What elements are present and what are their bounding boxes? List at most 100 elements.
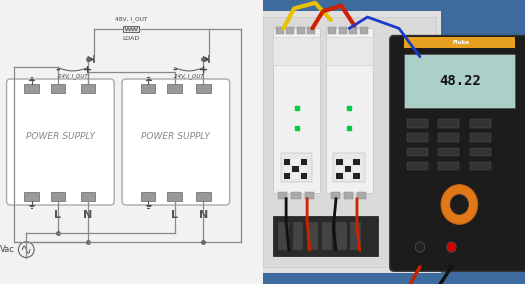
Bar [307, 222, 318, 250]
FancyBboxPatch shape [50, 84, 65, 93]
Bar [407, 133, 428, 142]
Bar [284, 166, 290, 172]
Bar [353, 173, 360, 179]
Bar [470, 133, 491, 142]
Bar [284, 159, 290, 165]
Text: L: L [171, 210, 178, 220]
FancyBboxPatch shape [390, 36, 525, 271]
Bar [331, 192, 340, 199]
Bar [336, 173, 342, 179]
Polygon shape [204, 57, 209, 62]
FancyBboxPatch shape [167, 192, 182, 201]
Bar [301, 166, 308, 172]
Bar [286, 27, 294, 34]
FancyBboxPatch shape [6, 79, 114, 205]
Text: -: - [56, 64, 60, 74]
Bar [273, 37, 320, 65]
FancyBboxPatch shape [122, 79, 230, 205]
Text: Vac: Vac [0, 245, 15, 254]
Bar [438, 133, 459, 142]
Text: 24V, I_OUT: 24V, I_OUT [174, 73, 204, 79]
FancyBboxPatch shape [24, 192, 39, 201]
Bar [353, 166, 360, 172]
Bar [326, 28, 373, 193]
Bar [292, 166, 299, 172]
Bar [349, 27, 357, 34]
Bar [291, 192, 300, 199]
Text: POWER SUPPLY: POWER SUPPLY [26, 132, 95, 141]
Bar [404, 54, 514, 108]
Bar [336, 159, 342, 165]
Bar [344, 173, 351, 179]
FancyBboxPatch shape [24, 84, 39, 93]
Bar [307, 27, 315, 34]
Bar [407, 119, 428, 128]
FancyBboxPatch shape [123, 26, 140, 32]
Circle shape [447, 242, 456, 252]
FancyBboxPatch shape [81, 84, 95, 93]
Bar [438, 162, 459, 170]
Text: LOAD: LOAD [123, 36, 140, 41]
FancyBboxPatch shape [196, 84, 211, 93]
Bar [360, 27, 367, 34]
Polygon shape [88, 57, 94, 62]
Bar [470, 162, 491, 170]
Bar [344, 166, 351, 172]
Bar [273, 28, 320, 193]
Bar [262, 17, 436, 267]
Bar [273, 216, 378, 256]
Bar [470, 148, 491, 156]
Bar [301, 173, 308, 179]
FancyBboxPatch shape [81, 192, 95, 201]
FancyBboxPatch shape [141, 192, 155, 201]
Bar [278, 192, 288, 199]
Bar [438, 148, 459, 156]
Bar [304, 192, 314, 199]
Bar [293, 222, 303, 250]
Bar [351, 222, 361, 250]
Text: +: + [83, 64, 92, 74]
Bar [301, 159, 308, 165]
Bar [278, 222, 289, 250]
Bar [276, 27, 284, 34]
Text: N: N [83, 210, 92, 220]
Text: Fluke: Fluke [452, 40, 469, 45]
Text: N: N [199, 210, 208, 220]
Bar [292, 173, 299, 179]
Bar [344, 159, 351, 165]
Bar [333, 153, 365, 182]
Text: POWER SUPPLY: POWER SUPPLY [141, 132, 211, 141]
FancyBboxPatch shape [196, 192, 211, 201]
Text: -: - [172, 64, 177, 74]
Bar [297, 27, 304, 34]
Bar [257, 11, 441, 273]
Bar [407, 162, 428, 170]
Bar [357, 192, 366, 199]
Circle shape [450, 195, 468, 214]
Text: L: L [54, 210, 61, 220]
Bar [326, 37, 373, 65]
Bar [404, 37, 514, 48]
Bar [470, 119, 491, 128]
Bar [336, 166, 342, 172]
Bar [344, 192, 353, 199]
Bar [284, 173, 290, 179]
Bar [281, 153, 312, 182]
Bar [353, 159, 360, 165]
FancyBboxPatch shape [141, 84, 155, 93]
Bar [339, 27, 346, 34]
Text: 24V, I_OUT: 24V, I_OUT [58, 73, 88, 79]
Circle shape [415, 242, 425, 252]
Text: +: + [199, 64, 208, 74]
Circle shape [441, 185, 478, 224]
Bar [407, 148, 428, 156]
Bar [328, 27, 336, 34]
FancyBboxPatch shape [50, 192, 65, 201]
Bar [336, 222, 346, 250]
Text: 48V, I_OUT: 48V, I_OUT [115, 16, 148, 22]
Bar [321, 222, 332, 250]
Bar [292, 159, 299, 165]
Text: 48.22: 48.22 [440, 74, 481, 88]
Bar [438, 119, 459, 128]
FancyBboxPatch shape [167, 84, 182, 93]
